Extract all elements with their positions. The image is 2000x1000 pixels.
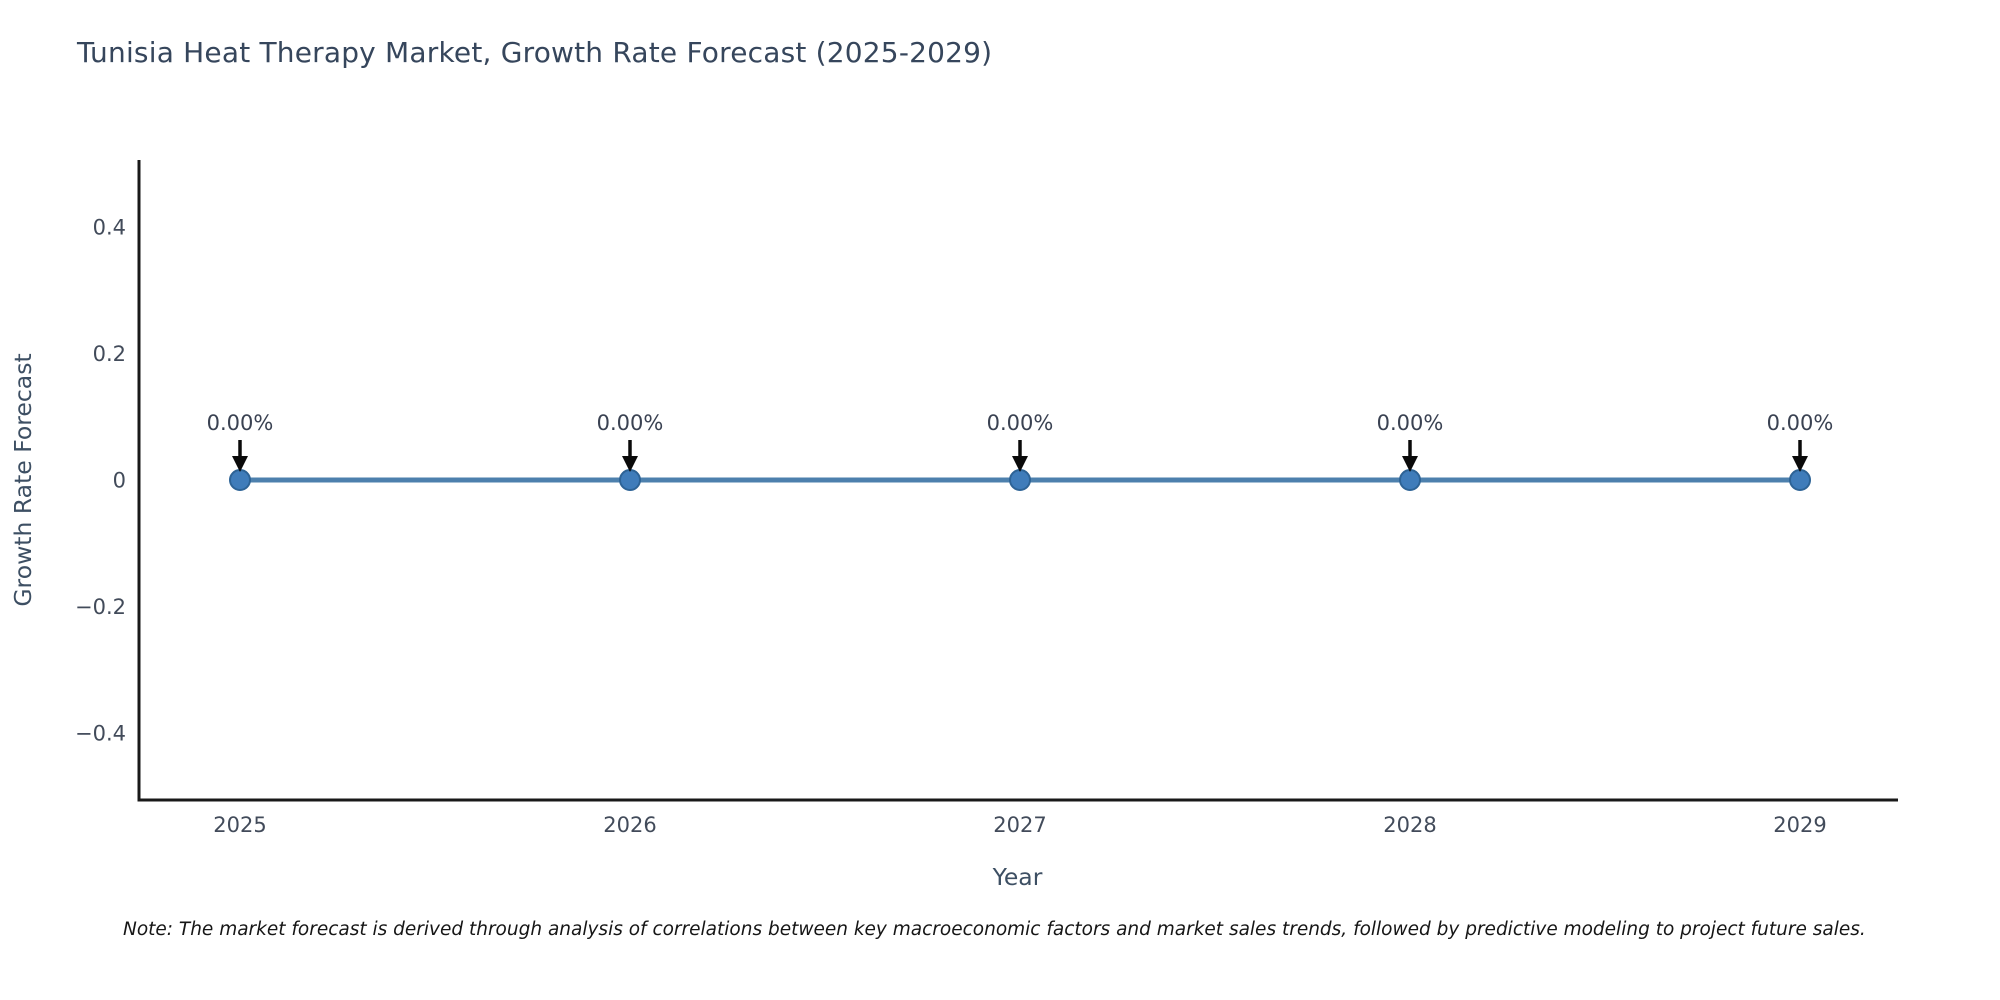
chart-title: Tunisia Heat Therapy Market, Growth Rate… (77, 36, 993, 69)
x-axis-tick-label: 2025 (213, 813, 266, 837)
line-series (229, 469, 1811, 491)
y-axis-tick-label: 0 (113, 469, 126, 493)
annotation-label: 0.00% (1377, 411, 1444, 435)
axis-ticks: 0.4 0.2 0 −0.2 −0.4 2025 2026 2027 2028 2029 (75, 215, 1827, 837)
annotation-label: 0.00% (1767, 411, 1834, 435)
data-point-marker (619, 469, 641, 491)
data-point-marker (1789, 469, 1811, 491)
x-axis-tick-label: 2027 (993, 813, 1046, 837)
annotation-arrow-head (1792, 456, 1808, 472)
axes-spines (137, 160, 1898, 802)
y-axis-tick-label: 0.2 (93, 342, 126, 366)
y-axis-title: Growth Rate Forecast (9, 353, 37, 606)
x-axis-tick-label: 2026 (603, 813, 656, 837)
data-point-marker (1009, 469, 1031, 491)
data-point-marker (229, 469, 251, 491)
data-point-marker (1399, 469, 1421, 491)
y-axis-tick-label: −0.4 (75, 722, 126, 746)
y-axis-tick-label: −0.2 (75, 595, 126, 619)
footnote-text: Note: The market forecast is derived thr… (123, 919, 1866, 940)
annotation-arrow-head (232, 456, 248, 472)
axis-labels: Year Growth Rate Forecast (9, 353, 1043, 891)
annotation-label: 0.00% (207, 411, 274, 435)
point-annotations: 0.00% 0.00% 0.00% 0.00% 0.00% (207, 411, 1834, 472)
annotation-label: 0.00% (597, 411, 664, 435)
x-axis-tick-label: 2028 (1383, 813, 1436, 837)
x-axis-tick-label: 2029 (1773, 813, 1826, 837)
annotation-arrow-head (1012, 456, 1028, 472)
annotation-arrow-head (1402, 456, 1418, 472)
annotation-label: 0.00% (987, 411, 1054, 435)
x-axis-title: Year (992, 863, 1043, 891)
annotation-arrow-head (622, 456, 638, 472)
y-axis-tick-label: 0.4 (93, 215, 126, 239)
